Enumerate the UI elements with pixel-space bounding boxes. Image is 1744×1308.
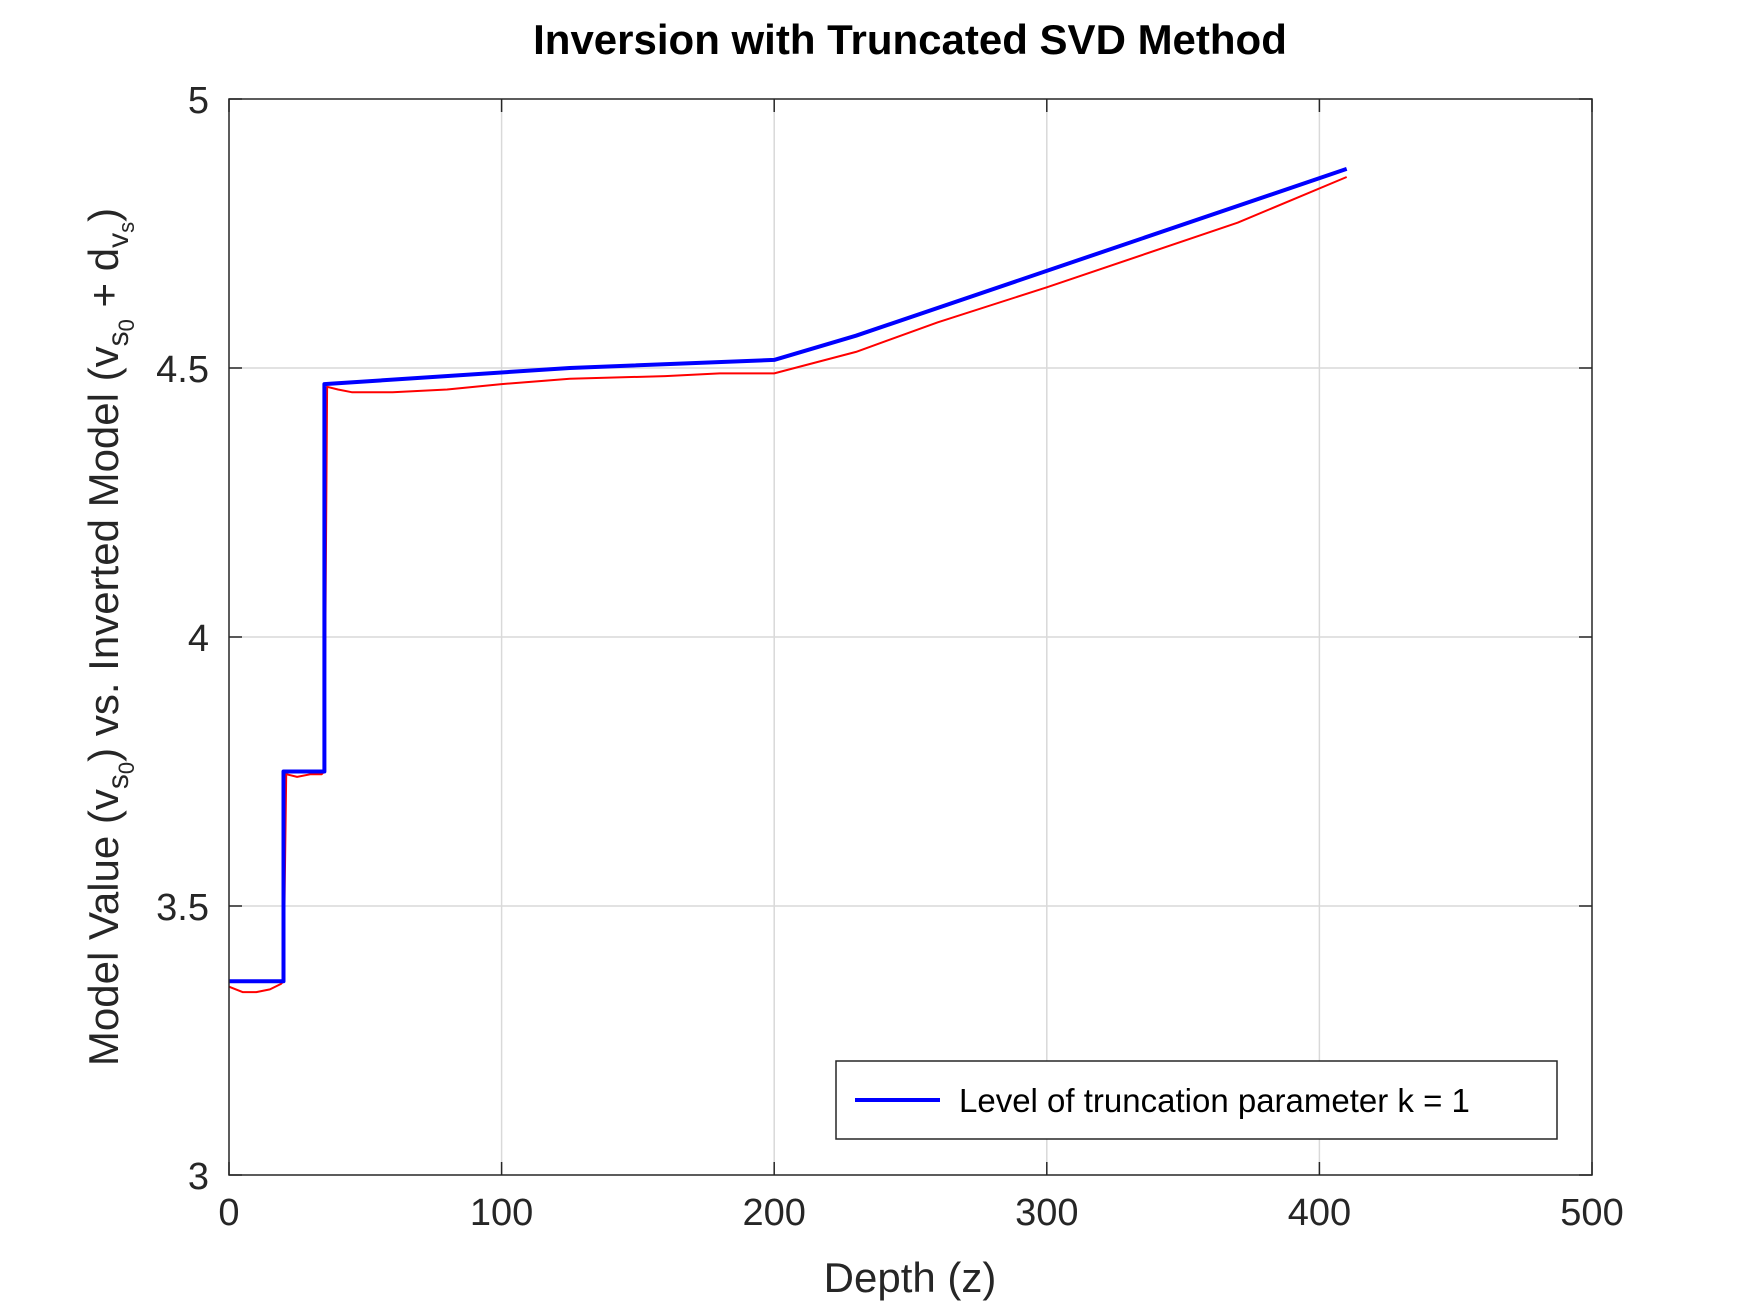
chart-title: Inversion with Truncated SVD Method bbox=[533, 16, 1287, 63]
x-tick-label: 200 bbox=[742, 1192, 805, 1234]
grid bbox=[229, 99, 1592, 1175]
y-tick-label: 3.5 bbox=[156, 887, 209, 929]
series-layer bbox=[228, 167, 1348, 994]
y-tick-label: 3 bbox=[188, 1156, 209, 1198]
legend-box bbox=[835, 1060, 1558, 1140]
y-tick-label: 4.5 bbox=[156, 349, 209, 391]
x-axis-label: Depth (z) bbox=[824, 1254, 997, 1301]
legend: Level of truncation parameter k = 1 bbox=[835, 1060, 1558, 1140]
x-tick-label: 100 bbox=[470, 1192, 533, 1234]
ticks: 0 100 200 300 400 500 3 3.5 4 4.5 5 bbox=[156, 80, 1624, 1234]
y-tick-label: 5 bbox=[188, 80, 209, 122]
y-tick-label: 4 bbox=[188, 618, 209, 660]
series-line-blue bbox=[229, 167, 1348, 984]
x-tick-label: 300 bbox=[1015, 1192, 1078, 1234]
x-tick-label: 500 bbox=[1560, 1192, 1623, 1234]
legend-entry-label: Level of truncation parameter k = 1 bbox=[959, 1082, 1470, 1119]
y-axis-label: Model Value (vs0) vs. Inverted Model (vs… bbox=[80, 208, 139, 1066]
x-tick-label: 0 bbox=[218, 1192, 239, 1234]
x-tick-label: 400 bbox=[1288, 1192, 1351, 1234]
series-line-red bbox=[228, 176, 1348, 994]
